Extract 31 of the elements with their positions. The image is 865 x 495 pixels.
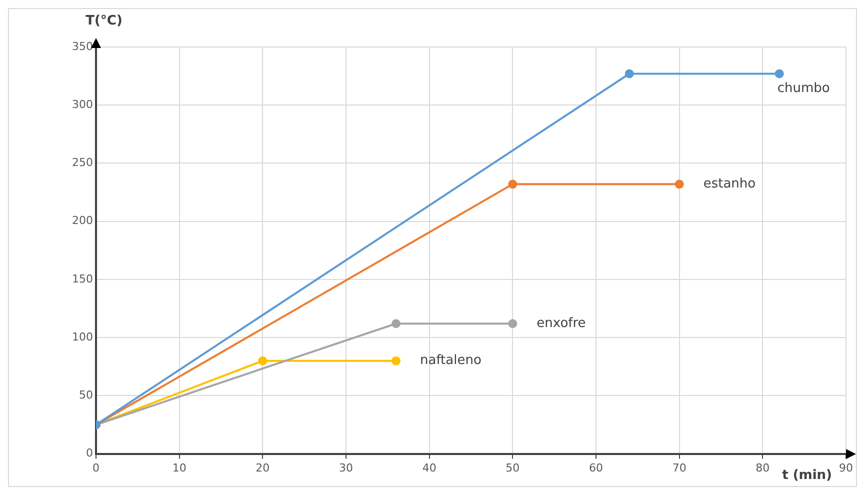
y-tick-label: 100	[72, 330, 93, 344]
series-label: naftaleno	[420, 353, 482, 368]
y-tick-label: 350	[72, 40, 93, 53]
x-axis-title: t (min)	[782, 468, 832, 484]
x-tick-label: 80	[756, 461, 770, 474]
series-label: enxofre	[536, 316, 586, 331]
point	[392, 319, 400, 328]
point	[774, 69, 784, 78]
x-tick-label: 10	[172, 461, 186, 474]
point	[392, 356, 400, 366]
point	[508, 319, 518, 328]
y-tick-label: 0	[86, 446, 93, 460]
x-tick-label: 20	[256, 461, 270, 474]
x-tick-label: 30	[338, 461, 353, 474]
x-tick-label: 50	[506, 461, 520, 474]
y-axis-title: T(°C)	[86, 13, 122, 28]
point	[674, 180, 684, 189]
y-tick-label: 150	[72, 272, 93, 286]
series-label: chumbo	[777, 81, 830, 96]
y-tick-label: 300	[72, 98, 93, 111]
point	[508, 180, 518, 189]
y-tick-label: 250	[72, 156, 93, 170]
x-tick-label: 40	[422, 461, 436, 474]
series-label: estanho	[703, 176, 756, 192]
point	[258, 356, 268, 366]
x-tick-label: 70	[672, 461, 686, 474]
x-tick-label: 90	[839, 461, 853, 474]
y-tick-label: 200	[72, 214, 93, 228]
y-tick-label: 50	[78, 388, 93, 402]
x-tick-label: 60	[589, 461, 603, 474]
point	[624, 69, 634, 78]
